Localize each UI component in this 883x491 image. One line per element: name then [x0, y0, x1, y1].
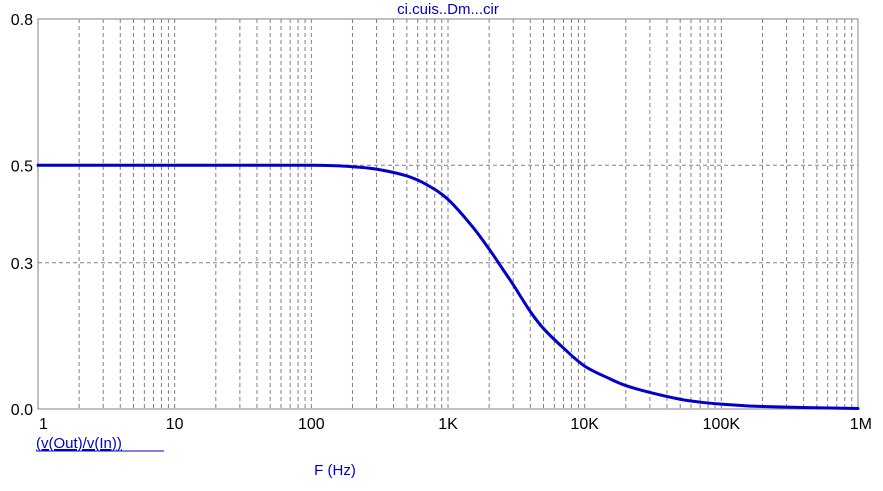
- trace-label[interactable]: (v(Out)/v(In)): [36, 435, 122, 452]
- y-tick-label: 0.0: [11, 402, 33, 419]
- series-line-0: [36, 163, 860, 411]
- grid-layer: [38, 19, 858, 409]
- x-tick-label: 10K: [570, 416, 599, 433]
- y-tick-label: 0.5: [11, 158, 33, 175]
- plot-frame: [37, 18, 859, 410]
- x-tick-label: 100: [298, 416, 325, 433]
- y-axis-ticks: 0.0 0.3 0.5 0.8: [11, 12, 33, 419]
- x-tick-label: 1: [39, 416, 48, 433]
- x-tick-label: 1M: [850, 416, 872, 433]
- series-layer: [36, 163, 860, 411]
- chart-title: ci.cuis..Dm...cir: [397, 1, 499, 18]
- x-tick-label: 10: [166, 416, 184, 433]
- x-tick-label: 1K: [438, 416, 458, 433]
- y-tick-label: 0.3: [11, 256, 33, 273]
- y-tick-label: 0.8: [11, 12, 33, 29]
- x-axis-title: F (Hz): [314, 462, 356, 479]
- x-axis-ticks: 1 10 100 1K 10K 100K 1M: [39, 416, 872, 433]
- x-tick-label: 100K: [703, 416, 741, 433]
